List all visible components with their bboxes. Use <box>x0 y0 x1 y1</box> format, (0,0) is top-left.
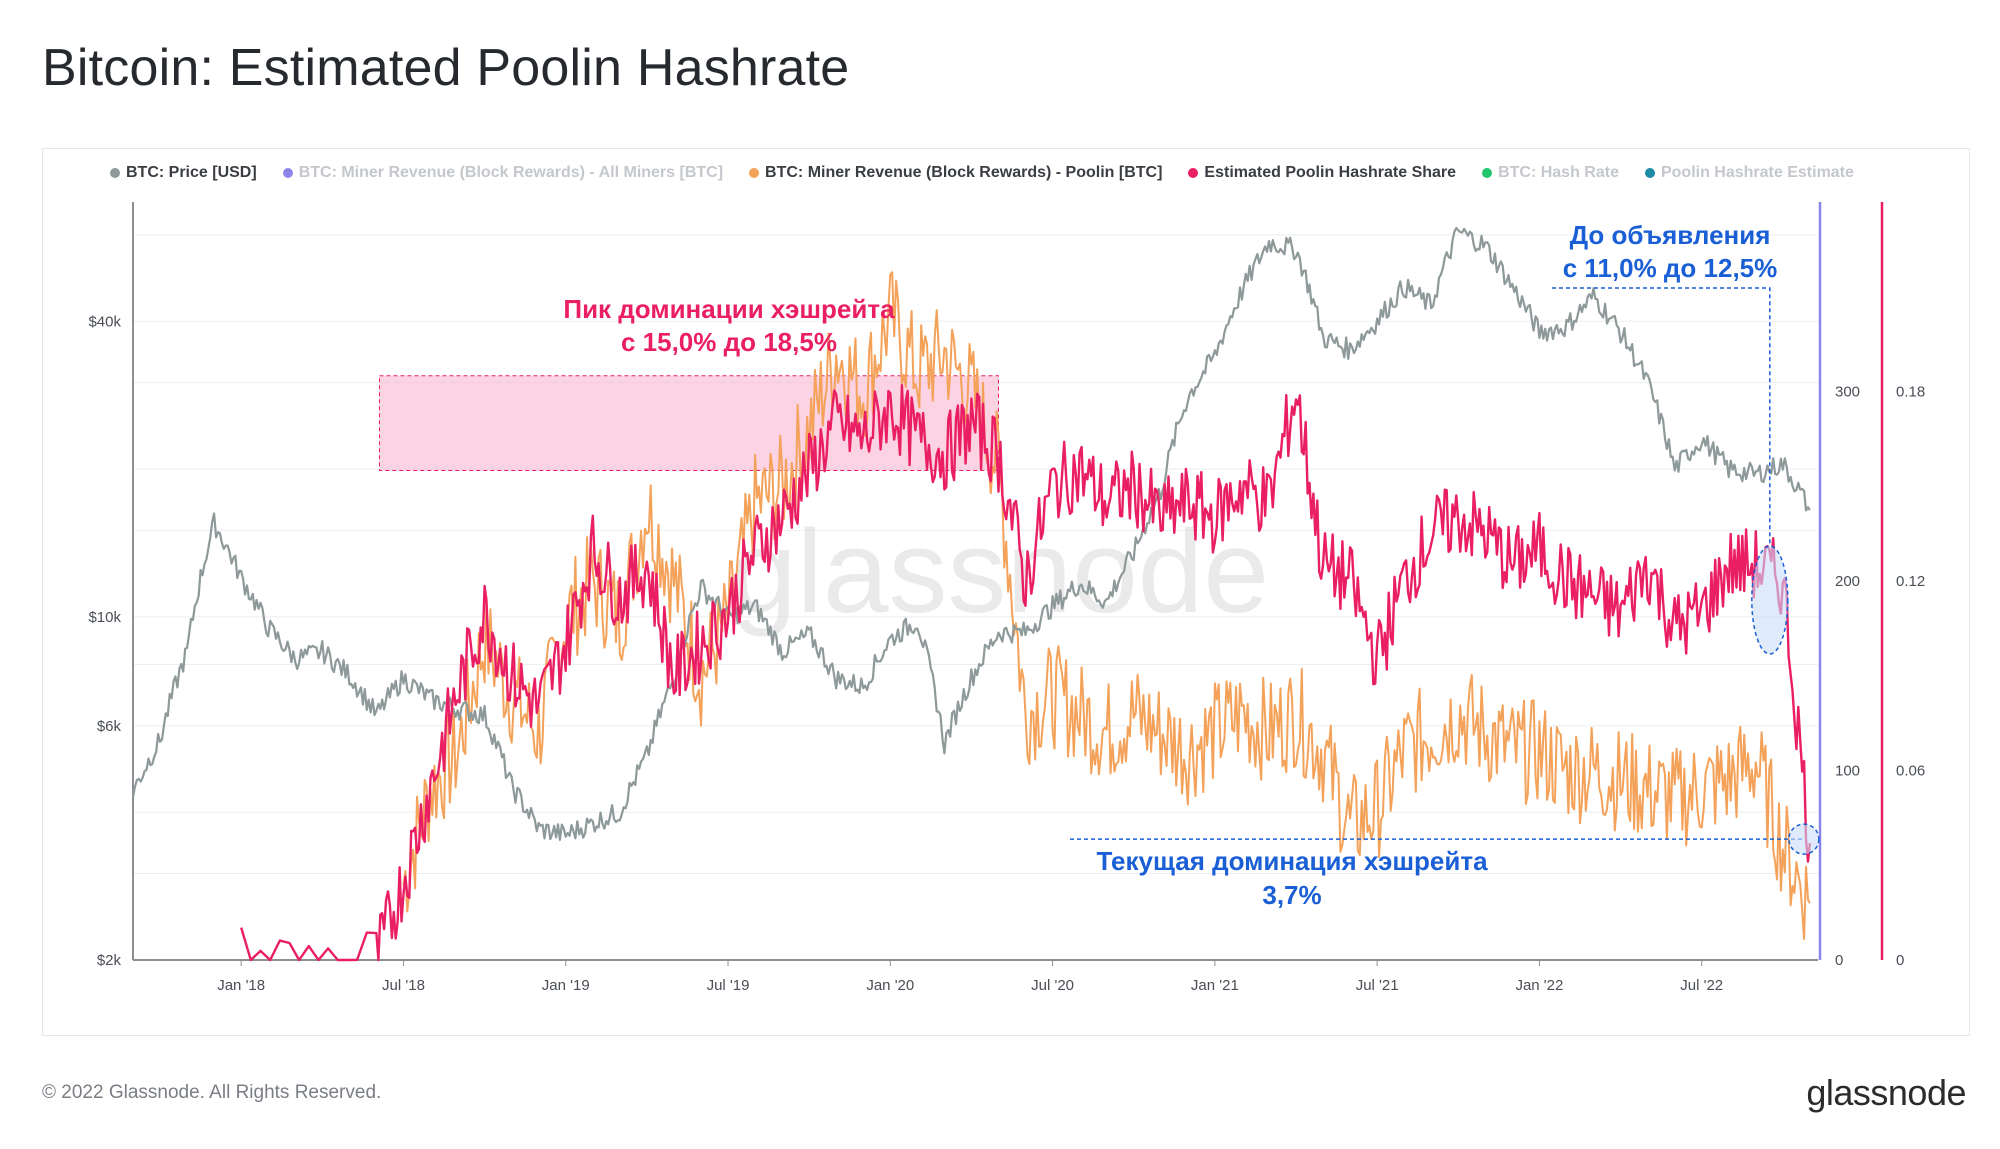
legend-dot-poolin-revenue <box>749 168 760 178</box>
chart-legend: BTC: Price [USD] BTC: Miner Revenue (Blo… <box>110 164 1854 182</box>
x-tick-label: Jan '18 <box>217 977 265 994</box>
y-right-share-tick-label: 0.06 <box>1896 763 1925 780</box>
peak-dominance-box <box>378 375 999 471</box>
x-tick-label: Jan '21 <box>1191 977 1239 994</box>
current-annotation-line1: Текущая доминация хэшрейта <box>1096 846 1488 876</box>
legend-item-hash-rate[interactable]: BTC: Hash Rate <box>1482 164 1619 182</box>
x-tick-label: Jan '22 <box>1515 977 1563 994</box>
legend-item-poolin-estimate[interactable]: Poolin Hashrate Estimate <box>1644 164 1854 182</box>
legend-label: BTC: Miner Revenue (Block Rewards) - Poo… <box>765 164 1163 181</box>
y-right-revenue-tick-label: 100 <box>1835 763 1860 780</box>
legend-item-price[interactable]: BTC: Price [USD] <box>110 164 257 182</box>
y-left-tick-label: $10k <box>88 609 121 626</box>
peak-annotation-line1: Пик доминации хэшрейта <box>563 294 895 324</box>
legend-item-hashrate-share[interactable]: Estimated Poolin Hashrate Share <box>1188 164 1456 182</box>
before-announcement-marker <box>1751 545 1789 655</box>
x-tick-label: Jul '21 <box>1356 977 1399 994</box>
y-left-tick-label: $2k <box>97 952 122 969</box>
legend-dot-all-miners <box>282 168 293 178</box>
before-announcement-connector <box>1552 287 1771 546</box>
y-right-share-tick-label: 0 <box>1896 952 1904 969</box>
y-right-revenue-tick-label: 200 <box>1835 573 1860 590</box>
peak-annotation-line2: с 15,0% до 18,5% <box>621 327 837 357</box>
current-annotation-line2: 3,7% <box>1262 880 1321 910</box>
legend-dot-price <box>110 168 120 178</box>
legend-dot-hash-rate <box>1482 168 1493 178</box>
before-annotation-line2: с 11,0% до 12,5% <box>1563 253 1778 283</box>
series-line-btc-price <box>131 226 1811 841</box>
x-tick-label: Jul '20 <box>1031 977 1074 994</box>
x-tick-label: Jul '19 <box>707 977 750 994</box>
series-line-hashrate-share <box>240 384 1812 962</box>
legend-label: Poolin Hashrate Estimate <box>1660 164 1854 181</box>
y-right-revenue-tick-label: 300 <box>1835 384 1860 401</box>
x-tick-label: Jan '20 <box>866 977 914 994</box>
y-right-revenue-tick-label: 0 <box>1835 952 1843 969</box>
chart-panel <box>42 148 1970 1036</box>
x-tick-label: Jan '19 <box>542 977 590 994</box>
legend-dot-poolin-estimate <box>1644 168 1655 178</box>
legend-dot-hashrate-share <box>1188 168 1199 178</box>
y-left-tick-label: $6k <box>97 718 122 735</box>
legend-label: Estimated Poolin Hashrate Share <box>1204 164 1457 181</box>
current-dominance-marker <box>1788 823 1820 855</box>
x-tick-label: Jul '22 <box>1680 977 1723 994</box>
before-annotation-line1: До объявления <box>1570 220 1771 250</box>
y-right-share-tick-label: 0.12 <box>1896 573 1925 590</box>
page-title: Bitcoin: Estimated Poolin Hashrate <box>42 39 850 97</box>
legend-label: BTC: Hash Rate <box>1498 164 1619 181</box>
y-right-share-tick-label: 0.18 <box>1896 384 1925 401</box>
legend-item-poolin-revenue[interactable]: BTC: Miner Revenue (Block Rewards) - Poo… <box>749 164 1162 182</box>
x-tick-label: Jul '18 <box>382 977 425 994</box>
legend-label: BTC: Miner Revenue (Block Rewards) - All… <box>298 164 724 181</box>
copyright: © 2022 Glassnode. All Rights Reserved. <box>42 1082 382 1103</box>
legend-label: BTC: Price [USD] <box>126 164 257 181</box>
y-left-tick-label: $40k <box>88 313 121 330</box>
legend-item-all-miners[interactable]: BTC: Miner Revenue (Block Rewards) - All… <box>282 164 724 182</box>
brand-logo: glassnode <box>1806 1072 1966 1113</box>
watermark: glassnode <box>731 506 1269 638</box>
